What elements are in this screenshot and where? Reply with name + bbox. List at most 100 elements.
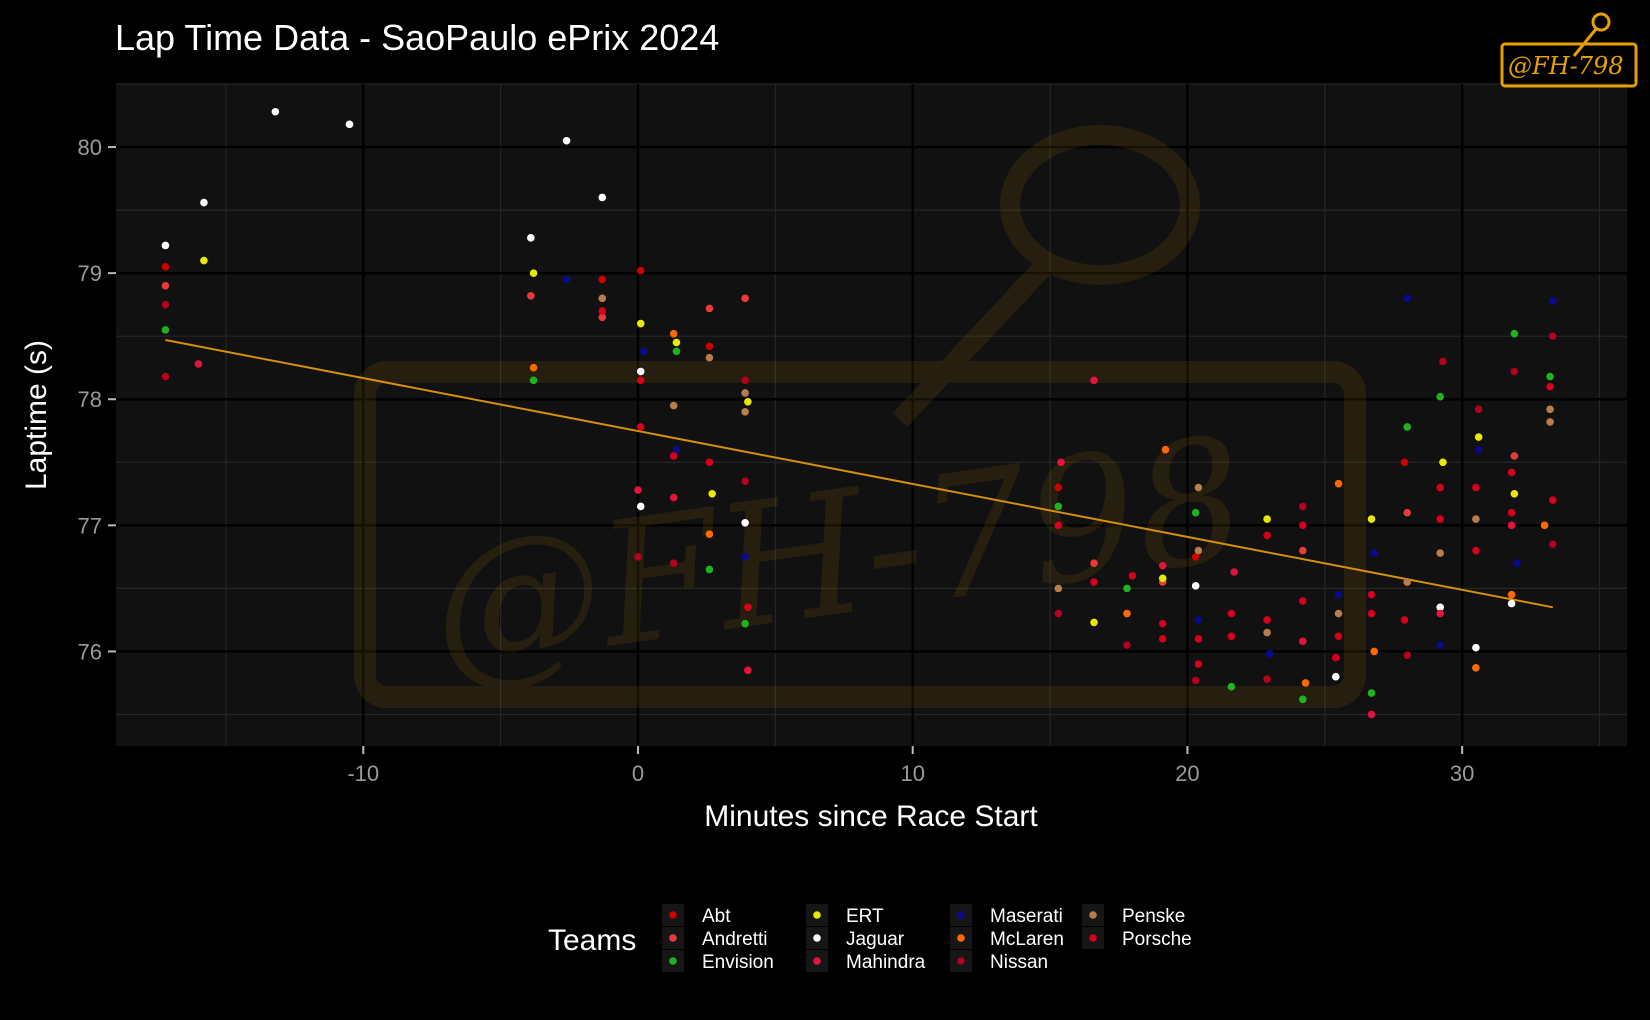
data-point bbox=[1299, 637, 1307, 646]
data-point bbox=[1230, 568, 1238, 576]
data-point bbox=[1510, 490, 1519, 498]
data-point bbox=[744, 397, 752, 406]
data-point bbox=[639, 347, 648, 356]
x-tick-label: 20 bbox=[1175, 761, 1199, 786]
data-point bbox=[741, 553, 749, 561]
data-point bbox=[598, 193, 607, 202]
major-gridlines bbox=[116, 84, 1627, 746]
data-point bbox=[1158, 619, 1167, 628]
x-axis: -10 0 10 20 30 bbox=[347, 746, 1474, 786]
data-point bbox=[1299, 597, 1307, 605]
data-point bbox=[1054, 483, 1063, 492]
data-point bbox=[200, 198, 208, 207]
data-point bbox=[1472, 664, 1480, 672]
data-point bbox=[1400, 616, 1409, 624]
data-point bbox=[1507, 521, 1516, 530]
data-point bbox=[1194, 660, 1203, 668]
data-point bbox=[705, 342, 714, 351]
data-point bbox=[744, 603, 752, 612]
data-point bbox=[200, 256, 208, 265]
data-point bbox=[1474, 405, 1483, 414]
data-point bbox=[1403, 651, 1412, 660]
data-point bbox=[1546, 372, 1554, 381]
legend-title: Teams bbox=[548, 924, 636, 957]
data-point bbox=[1472, 546, 1480, 555]
data-point bbox=[1161, 445, 1170, 454]
y-tick-label: 79 bbox=[78, 261, 102, 286]
data-point bbox=[1331, 672, 1340, 681]
legend-key-andretti bbox=[669, 934, 677, 942]
data-point bbox=[741, 408, 749, 416]
data-point bbox=[1299, 695, 1307, 704]
data-point bbox=[1194, 546, 1203, 555]
data-point bbox=[741, 477, 749, 486]
data-point bbox=[669, 329, 678, 338]
data-point bbox=[1263, 515, 1271, 523]
data-point bbox=[1510, 329, 1519, 338]
data-point bbox=[1507, 508, 1516, 517]
data-point bbox=[636, 319, 645, 328]
data-point bbox=[672, 445, 681, 454]
legend-label-mahindra: Mahindra bbox=[846, 952, 926, 973]
data-point bbox=[598, 307, 607, 315]
data-point bbox=[161, 300, 170, 309]
data-point bbox=[1546, 382, 1554, 391]
data-point bbox=[744, 666, 752, 675]
data-point bbox=[1436, 603, 1444, 612]
y-tick-label: 80 bbox=[78, 135, 102, 160]
data-point bbox=[1054, 584, 1063, 593]
data-point bbox=[1054, 521, 1063, 530]
data-point bbox=[1436, 515, 1444, 523]
legend-label-jaguar: Jaguar bbox=[846, 929, 905, 950]
key-icon bbox=[1591, 12, 1611, 32]
data-point bbox=[1549, 496, 1557, 504]
data-point bbox=[1367, 710, 1376, 719]
data-point bbox=[1227, 682, 1236, 691]
data-point bbox=[1546, 418, 1554, 426]
data-point bbox=[741, 619, 749, 628]
legend-label-abt: Abt bbox=[702, 906, 731, 927]
legend-key-porsche bbox=[1089, 934, 1097, 942]
data-point bbox=[598, 313, 607, 322]
data-point bbox=[1513, 559, 1521, 567]
data-point bbox=[1403, 508, 1412, 517]
data-point bbox=[1128, 571, 1137, 580]
data-point bbox=[1334, 479, 1343, 488]
series-nissan bbox=[161, 300, 1557, 685]
legend-key-mahindra bbox=[813, 957, 821, 965]
data-point bbox=[271, 107, 280, 116]
legend-key-abt bbox=[669, 911, 677, 919]
data-point bbox=[1370, 647, 1379, 656]
data-point bbox=[1299, 521, 1307, 530]
data-point bbox=[161, 263, 170, 271]
data-point bbox=[1472, 643, 1480, 652]
data-point bbox=[1299, 546, 1307, 555]
data-point bbox=[1400, 458, 1409, 467]
data-point bbox=[527, 292, 535, 300]
data-point bbox=[1263, 675, 1271, 683]
x-tick-label: 10 bbox=[900, 761, 924, 786]
legend-key-nissan bbox=[957, 957, 965, 965]
data-point bbox=[161, 281, 170, 290]
x-tick-label: -10 bbox=[347, 761, 379, 786]
data-point bbox=[1403, 423, 1412, 431]
data-point bbox=[1191, 508, 1200, 517]
data-point bbox=[1334, 609, 1343, 618]
legend-label-ert: ERT bbox=[846, 906, 884, 927]
brand-logo: @FH-798 bbox=[1500, 12, 1638, 88]
series-penske bbox=[598, 294, 1554, 637]
series-andretti bbox=[161, 281, 1519, 586]
data-point bbox=[1546, 405, 1554, 414]
data-point bbox=[1191, 553, 1200, 561]
data-point bbox=[1403, 294, 1412, 303]
brand-logo-text: @FH-798 bbox=[1508, 52, 1624, 80]
data-point bbox=[345, 120, 354, 129]
data-point bbox=[1191, 582, 1200, 590]
legend-label-penske: Penske bbox=[1122, 906, 1185, 927]
data-point bbox=[741, 389, 749, 397]
series-abt bbox=[161, 263, 1409, 561]
data-point bbox=[1090, 618, 1098, 627]
data-point bbox=[562, 136, 571, 145]
data-point bbox=[1123, 584, 1131, 593]
series-maserati bbox=[562, 275, 1557, 658]
